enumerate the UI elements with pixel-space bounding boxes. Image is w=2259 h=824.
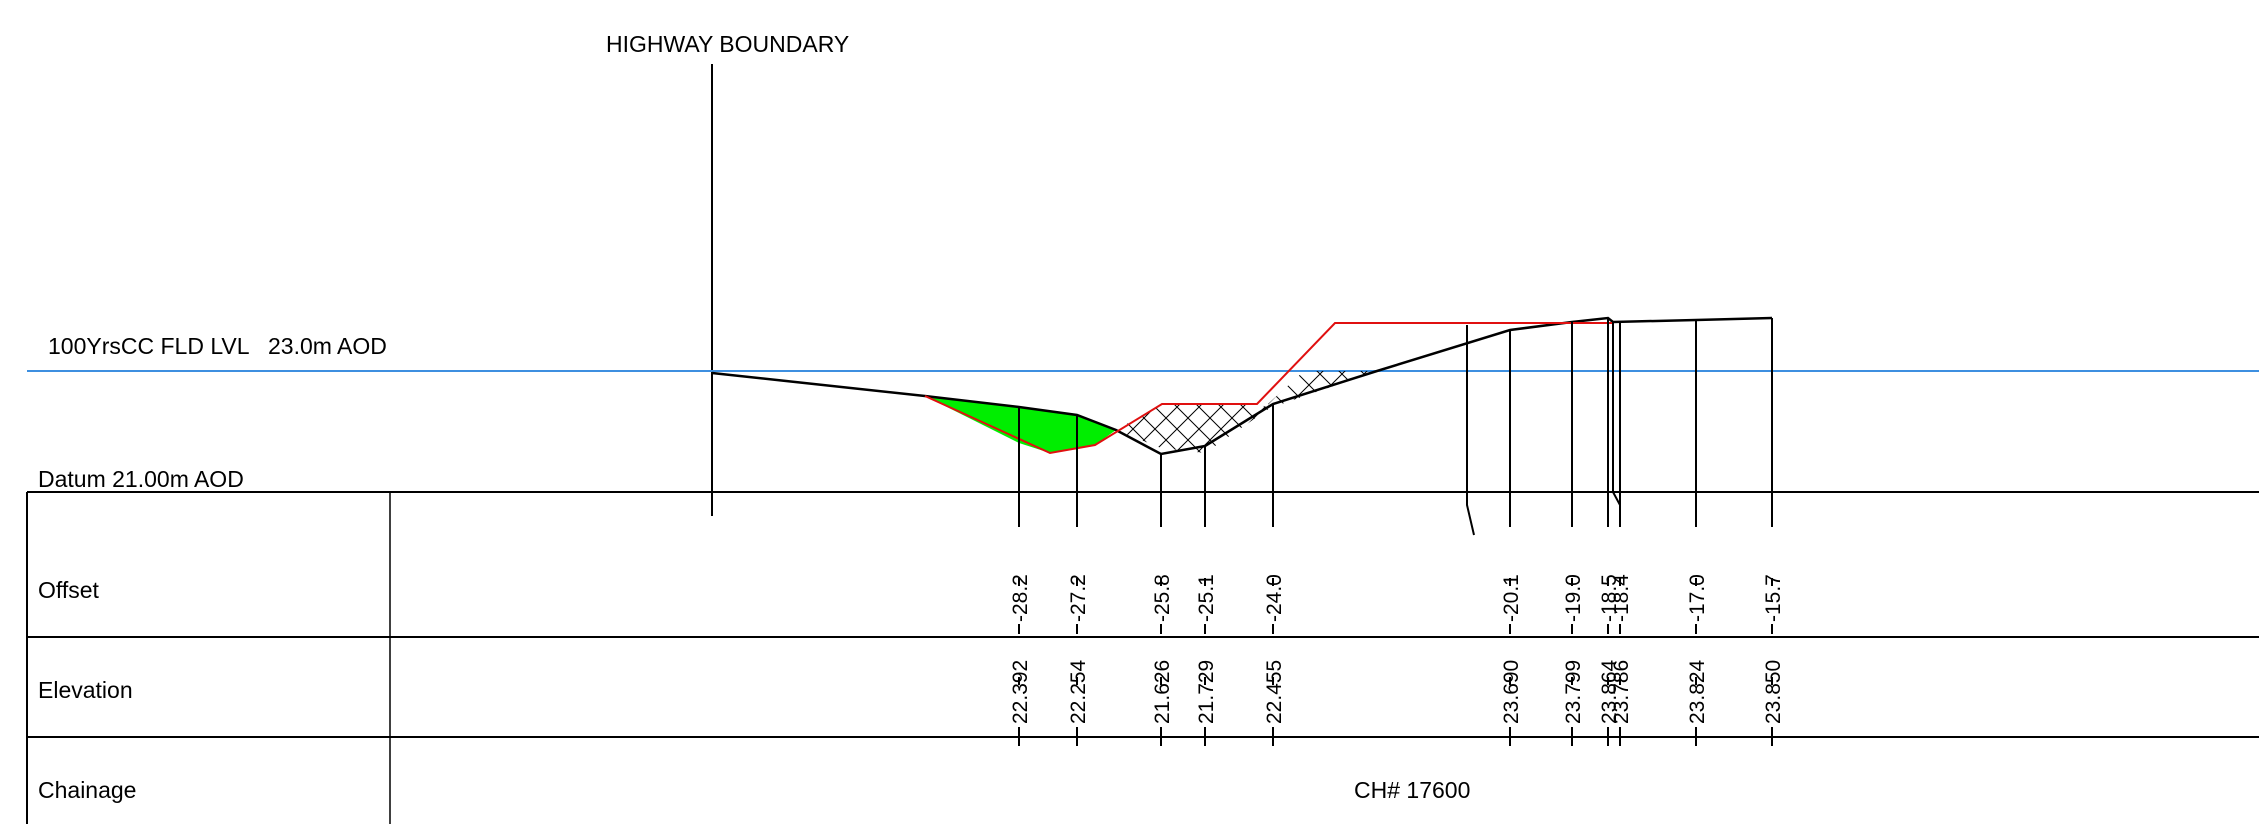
offset-value: -18.5 xyxy=(1598,574,1621,622)
offset-value: -25.1 xyxy=(1195,574,1218,622)
leader-bent-right xyxy=(1612,322,1621,527)
datum-label: Datum 21.00m AOD xyxy=(38,466,244,492)
offset-value: -19.0 xyxy=(1562,574,1585,622)
highway-boundary-label: HIGHWAY BOUNDARY xyxy=(606,31,849,57)
chainage-value: CH# 17600 xyxy=(1354,777,1470,803)
flood-level-value: 23.0m AOD xyxy=(268,333,387,359)
offset-value: -18.4 xyxy=(1610,574,1633,622)
row-label-offset: Offset xyxy=(38,577,100,603)
elevation-value: 23.799 xyxy=(1562,660,1585,724)
offset-value: -25.8 xyxy=(1151,574,1174,622)
elevation-value: 22.455 xyxy=(1263,660,1286,724)
elevation-value: 23.690 xyxy=(1500,660,1523,724)
row-label-chainage: Chainage xyxy=(38,777,136,803)
offset-value: -17.0 xyxy=(1686,574,1709,622)
elevation-value: 22.392 xyxy=(1009,660,1032,724)
elevation-value: 23.850 xyxy=(1762,660,1785,724)
elevation-value: 23.864 xyxy=(1598,659,1621,724)
offset-value: -15.7 xyxy=(1762,574,1785,622)
green-fill-area xyxy=(925,396,1116,453)
hatched-area-lower xyxy=(1116,404,1270,453)
elevation-value: 23.824 xyxy=(1686,659,1709,724)
elevation-value: 21.626 xyxy=(1151,660,1174,724)
elevation-value: 21.729 xyxy=(1195,660,1218,724)
offset-value: -28.2 xyxy=(1009,574,1032,622)
offset-value: -20.1 xyxy=(1500,574,1523,622)
offset-value: -27.2 xyxy=(1067,574,1090,622)
row-label-elevation: Elevation xyxy=(38,677,133,703)
elevation-value: 22.254 xyxy=(1067,659,1090,724)
elevation-value: 23.786 xyxy=(1610,660,1633,724)
data-table xyxy=(26,491,2259,824)
offset-value: -24.0 xyxy=(1263,574,1286,622)
flood-level-name: 100YrsCC FLD LVL xyxy=(48,333,250,359)
proposed-profile xyxy=(924,322,1613,455)
section-point-marks: -28.2 22.392 -27.2 22.254 -25.8 21.626 -25.1 21… xyxy=(1009,318,1785,746)
leader-bent-left xyxy=(1466,325,1475,536)
